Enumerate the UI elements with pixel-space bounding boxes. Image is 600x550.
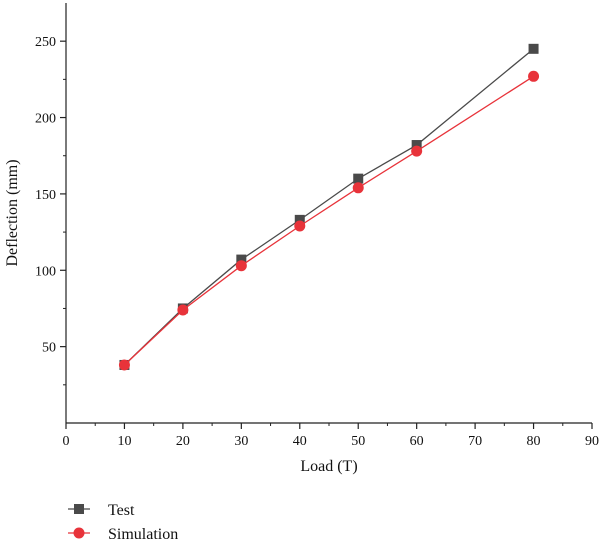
series-line-simulation <box>123 75 534 366</box>
data-point-test <box>411 140 422 151</box>
x-ticks: 0 10 20 30 40 50 60 70 80 90 <box>63 423 599 449</box>
y-tick-label: 250 <box>35 35 56 50</box>
x-axis-title: Load (T) <box>300 458 357 475</box>
x-tick-label: 70 <box>468 434 482 449</box>
data-point-test <box>528 43 539 54</box>
data-point-simulation <box>411 145 423 157</box>
data-point-simulation <box>177 304 189 316</box>
x-tick-label: 0 <box>63 434 70 449</box>
data-point-test <box>353 173 364 184</box>
y-tick-label: 50 <box>42 341 56 356</box>
legend-marker-simulation <box>73 527 85 539</box>
x-tick-label: 20 <box>176 434 190 449</box>
data-point-simulation <box>118 359 130 371</box>
y-tick-label: 100 <box>35 264 56 279</box>
legend-item-simulation: Simulation <box>68 526 178 543</box>
y-tick-label: 150 <box>35 188 56 203</box>
legend-label-test: Test <box>108 502 135 519</box>
x-tick-label: 80 <box>527 434 541 449</box>
x-tick-label: 40 <box>293 434 307 449</box>
x-tick-label: 50 <box>351 434 365 449</box>
legend-marker-test <box>74 504 84 514</box>
x-tick-label: 10 <box>117 434 131 449</box>
x-tick-label: 30 <box>234 434 248 449</box>
y-tick-label: 200 <box>35 112 56 127</box>
y-axis-title: Deflection (mm) <box>4 159 21 266</box>
axes: 0 10 20 30 40 50 60 70 80 90 50 100 150 200 250 <box>35 3 599 449</box>
data-point-test <box>236 254 247 265</box>
legend-item-test: Test <box>68 502 135 519</box>
legend-label-simulation: Simulation <box>108 526 178 543</box>
data-point-simulation <box>352 182 364 194</box>
series-layer <box>118 43 540 371</box>
data-point-simulation <box>528 70 540 82</box>
data-point-simulation <box>235 260 247 272</box>
x-tick-label: 90 <box>585 434 599 449</box>
x-tick-label: 60 <box>410 434 424 449</box>
data-point-simulation <box>294 220 306 232</box>
y-ticks: 50 100 150 200 250 <box>35 35 66 386</box>
data-point-test <box>294 214 305 225</box>
legend: Test Simulation <box>68 502 178 543</box>
series-simulation <box>118 70 540 371</box>
